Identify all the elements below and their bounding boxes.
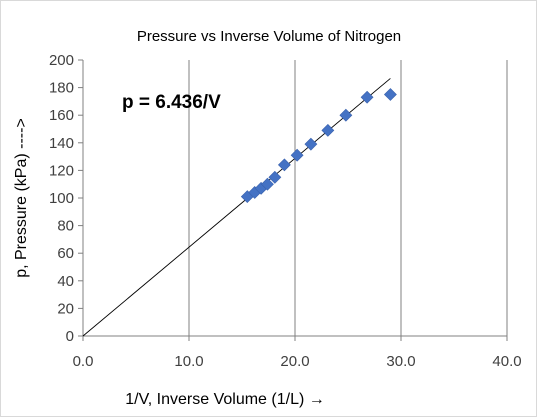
x-tick-label: 0.0	[73, 353, 94, 370]
y-tick-label: 200	[49, 52, 74, 69]
trendline-path	[82, 78, 391, 337]
x-tick-label: 20.0	[280, 353, 309, 370]
x-axis-ticks: 0.0 10.0 20.0 30.0 40.0	[73, 336, 522, 370]
data-point	[383, 88, 397, 101]
y-tick-label: 160	[49, 107, 74, 124]
data-point	[268, 170, 282, 184]
x-axis-label: 1/V, Inverse Volume (1/L) →	[125, 391, 325, 408]
y-tick-label: 20	[57, 300, 74, 317]
y-tick-label: 40	[57, 273, 74, 290]
equation-annotation: p = 6.436/V	[122, 92, 221, 113]
data-point	[321, 123, 335, 137]
y-tick-label: 0	[66, 328, 74, 345]
chart-title: Pressure vs Inverse Volume of Nitrogen	[137, 28, 401, 45]
y-tick-label: 180	[49, 80, 74, 97]
x-tick-label: 10.0	[174, 353, 203, 370]
y-tick-label: 60	[57, 245, 74, 262]
data-point	[360, 90, 374, 104]
grid-lines	[188, 60, 508, 336]
data-point	[304, 137, 318, 151]
y-axis-ticks: 0 20 40 60 80 100 120 140 160 180 200	[49, 52, 83, 345]
data-point	[290, 148, 304, 162]
y-tick-label: 120	[49, 162, 74, 179]
trendline	[82, 78, 391, 337]
y-axis-label: p, Pressure (kPa) ---->	[13, 118, 30, 278]
data-points	[240, 88, 397, 204]
y-tick-label: 100	[49, 190, 74, 207]
x-tick-label: 40.0	[492, 353, 521, 370]
y-tick-label: 140	[49, 135, 74, 152]
y-tick-label: 80	[57, 218, 74, 235]
x-tick-label: 30.0	[386, 353, 415, 370]
data-point	[339, 108, 353, 122]
data-point	[261, 177, 274, 191]
data-point	[277, 158, 291, 172]
